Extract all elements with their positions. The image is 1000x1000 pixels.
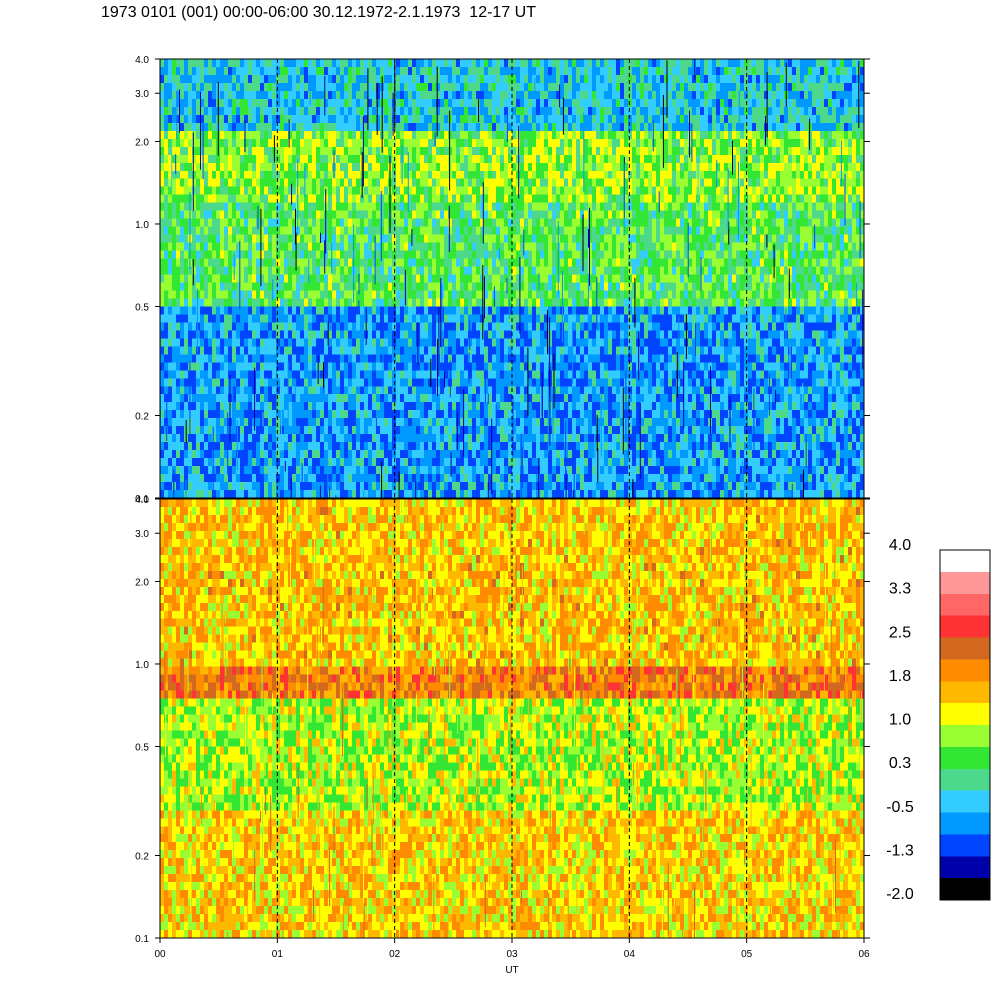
colorbar-label: 3.3 bbox=[889, 581, 911, 598]
colorbar-swatch bbox=[940, 571, 990, 595]
colorbar-label: -2.0 bbox=[886, 886, 914, 903]
colorbar-label: 4.0 bbox=[889, 537, 911, 554]
y-tick-label: 3.0 bbox=[135, 89, 149, 100]
x-tick-label: 06 bbox=[858, 949, 870, 960]
y-tick-label: 1.0 bbox=[135, 220, 149, 231]
y-tick-label: 0.5 bbox=[135, 302, 149, 313]
x-tick-label: 00 bbox=[154, 949, 166, 960]
colorbar-label: 1.0 bbox=[889, 712, 911, 729]
x-axis-label: UT bbox=[505, 965, 518, 976]
colorbar-frame bbox=[939, 549, 991, 901]
y-tick-label: 1.0 bbox=[135, 660, 149, 671]
x-tick-label: 05 bbox=[741, 949, 753, 960]
colorbar-swatch bbox=[940, 550, 990, 573]
colorbar-label: -0.5 bbox=[886, 799, 914, 816]
colorbar-swatch bbox=[940, 681, 990, 704]
x-tick-label: 01 bbox=[272, 949, 284, 960]
spectrogram-cells bbox=[160, 59, 865, 499]
x-axis: 00 01 02 03 04 05 06 UT bbox=[154, 938, 870, 976]
y-tick-label: 0.1 bbox=[135, 494, 149, 505]
colorbar-label: 2.5 bbox=[889, 624, 911, 641]
color-scale-bar: 4.0 3.3 2.5 1.8 1.0 0.3 -0.5 -1.3 -2.0 bbox=[886, 537, 991, 903]
colorbar-swatch bbox=[940, 878, 990, 901]
y-tick-label: 2.0 bbox=[135, 137, 149, 148]
colorbar-swatch bbox=[940, 856, 990, 879]
colorbar-swatch bbox=[940, 834, 990, 857]
colorbar-swatch bbox=[940, 725, 990, 748]
x-tick-label: 04 bbox=[624, 949, 636, 960]
colorbar-label: 0.3 bbox=[889, 755, 911, 772]
colorbar-label: -1.3 bbox=[886, 842, 914, 859]
y-tick-label: 4.0 bbox=[135, 495, 149, 506]
colorbar-swatch bbox=[940, 812, 990, 835]
lower-spectrogram-panel: 0.1 0.2 0.5 1.0 2.0 3.0 4.0 bbox=[135, 495, 870, 945]
spectrogram-streaks bbox=[162, 499, 862, 938]
y-tick-label: 4.0 bbox=[135, 55, 149, 66]
y-tick-label: 2.0 bbox=[135, 577, 149, 588]
colorbar-swatch bbox=[940, 659, 990, 682]
y-tick-label: 0.1 bbox=[135, 934, 149, 945]
x-tick-label: 03 bbox=[506, 949, 518, 960]
y-tick-label: 3.0 bbox=[135, 529, 149, 540]
colorbar-swatch bbox=[940, 768, 990, 792]
spectrogram-streaks bbox=[159, 59, 864, 498]
colorbar-label: 1.8 bbox=[889, 668, 911, 685]
chart-title: 1973 0101 (001) 00:00-06:00 30.12.1972-2… bbox=[101, 4, 536, 21]
colorbar-swatch bbox=[940, 637, 990, 660]
colorbar-swatch bbox=[940, 593, 990, 617]
y-tick-label: 0.2 bbox=[135, 412, 149, 423]
colorbar-swatch bbox=[940, 703, 990, 726]
colorbar-swatch bbox=[940, 615, 990, 639]
y-tick-label: 0.2 bbox=[135, 852, 149, 863]
y-tick-label: 0.5 bbox=[135, 742, 149, 753]
x-tick-label: 02 bbox=[389, 949, 401, 960]
colorbar-swatch bbox=[940, 746, 990, 770]
upper-spectrogram-panel: 0.1 0.2 0.5 1.0 2.0 3.0 4.0 bbox=[135, 55, 870, 505]
colorbar-swatch bbox=[940, 790, 990, 814]
